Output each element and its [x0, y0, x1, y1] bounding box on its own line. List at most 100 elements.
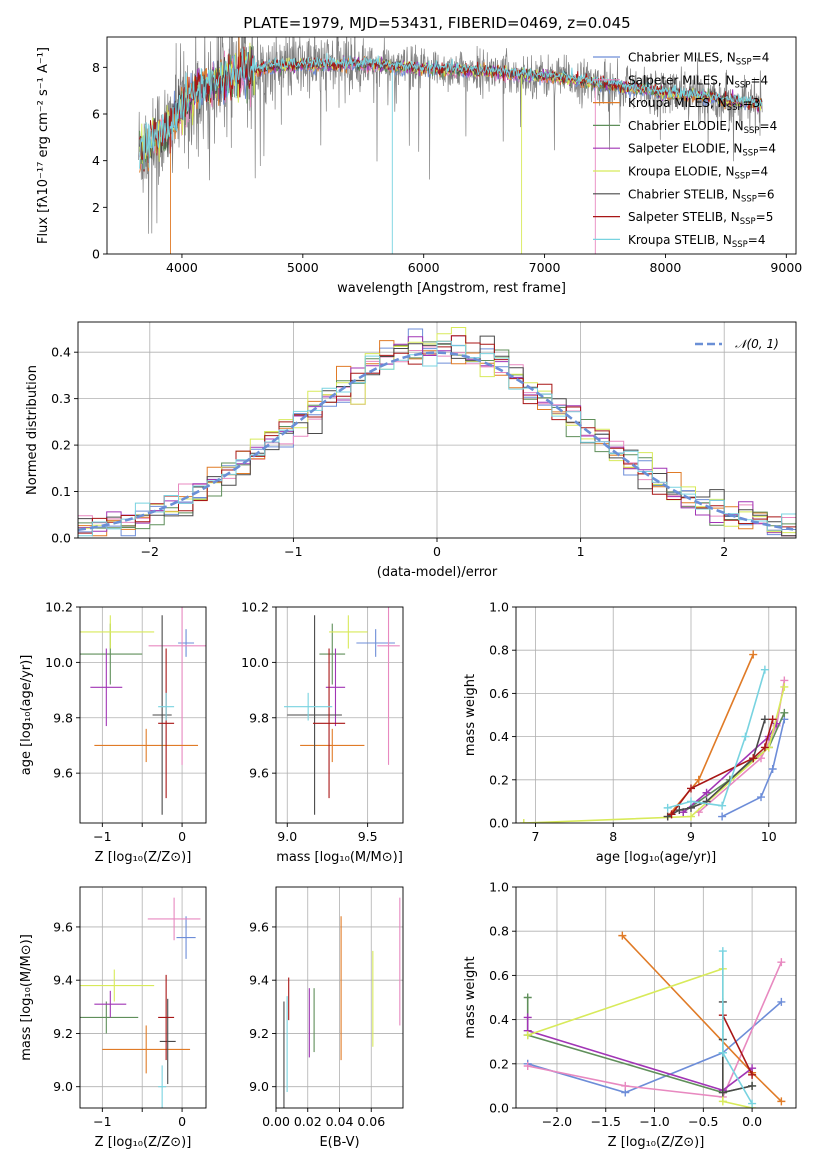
y-tick-label: 4: [92, 153, 100, 168]
age-vs-mass-panel: 9.0 9.5 9.6 9.8 10.0 10.2 mass [log₁₀(M/M⊙)]: [241, 600, 404, 865]
x-tick-label: 8: [609, 829, 617, 844]
y-tick-label: 0.4: [489, 729, 509, 744]
series-marker: [749, 754, 758, 763]
data-point-kroupa_miles: [102, 1025, 191, 1074]
legend-entry: Chabrier ELODIE, NSSP=4: [628, 119, 777, 136]
series-marker: [694, 775, 703, 784]
series-chabrier_miles: [718, 715, 789, 821]
x-tick-label: 10: [761, 829, 777, 844]
y-tick-label: 9.6: [249, 766, 269, 781]
series-marker: [748, 1099, 757, 1108]
series-marker: [718, 801, 727, 810]
series-marker: [718, 1088, 727, 1097]
axes-frame: [515, 886, 797, 1109]
series-marker: [741, 732, 750, 741]
data-point-kroupa_miles: [300, 728, 365, 763]
histogram-kroupa_stelib: [78, 340, 796, 538]
series-marker: [618, 931, 627, 940]
series-chabrier_stelib: [718, 997, 757, 1097]
y-tick-label: 8: [92, 60, 100, 75]
x-tick-label: 0: [433, 544, 441, 559]
series-marker: [760, 665, 769, 674]
legend-entry: Kroupa ELODIE, NSSP=4: [628, 165, 768, 182]
data-point-chabrier_elodie: [319, 623, 346, 685]
x-axis-label: E(B-V): [319, 1135, 359, 1150]
y-tick-label: 0.4: [489, 1012, 509, 1027]
y-tick-label: 0.8: [489, 924, 509, 939]
data-point-chabrier_miles: [356, 629, 395, 657]
series-marker: [760, 743, 769, 752]
data-point-salpeter_miles: [148, 607, 206, 765]
x-tick-label: 1: [577, 544, 585, 559]
data-point-salpeter_miles: [147, 897, 201, 941]
y-tick-label: 1.0: [489, 880, 509, 895]
x-tick-label: 7000: [529, 260, 561, 275]
y-tick-label: 0.2: [51, 438, 71, 453]
x-tick-label: 9000: [770, 260, 802, 275]
y-tick-label: 9.0: [249, 1079, 269, 1094]
y-axis-label: Normed distribution: [25, 365, 40, 495]
x-axis-label: mass [log₁₀(M/M⊙)]: [276, 850, 403, 865]
x-tick-label: −0.5: [688, 1114, 718, 1129]
mass-weight-vs-age-plot-area: [519, 650, 789, 823]
data-point-kroupa_miles: [94, 728, 199, 763]
series-salpeter_stelib: [667, 715, 777, 819]
legend-entry: Salpeter MILES, NSSP=4: [628, 73, 768, 90]
series-marker: [780, 682, 789, 691]
spectrum-legend: Chabrier MILES, NSSP=4 Salpeter MILES, NS…: [593, 51, 777, 250]
series-marker: [687, 784, 695, 793]
data-point-salpeter_stelib: [158, 648, 175, 799]
legend-entry: Kroupa MILES, NSSP=3: [628, 96, 760, 113]
y-tick-label: 9.6: [249, 919, 269, 934]
y-tick-label: 0.0: [489, 1101, 509, 1116]
series-line: [526, 997, 753, 1094]
series-line: [527, 961, 783, 1098]
data-point-chabrier_elodie: [80, 1001, 139, 1034]
x-tick-label: 6000: [408, 260, 440, 275]
x-tick-label: 8000: [650, 260, 682, 275]
axes-frame: [275, 606, 404, 824]
legend-entry: Salpeter STELIB, NSSP=5: [628, 210, 773, 227]
y-tick-label: 10.2: [45, 600, 73, 615]
x-axis-label: age [log₁₀(age/yr)]: [596, 850, 717, 865]
y-tick-label: 9.4: [249, 973, 269, 988]
y-tick-label: 9.2: [53, 1026, 73, 1041]
y-tick-label: 0: [92, 247, 100, 262]
legend-entry: 𝒩(0, 1): [735, 337, 779, 351]
series-marker: [768, 715, 777, 724]
series-marker: [757, 754, 765, 763]
y-tick-label: 9.0: [53, 1079, 73, 1094]
x-tick-label: 2: [720, 544, 728, 559]
legend-entry: Chabrier MILES, NSSP=4: [628, 51, 769, 68]
series-marker: [718, 947, 727, 956]
y-tick-label: 6: [92, 107, 100, 122]
x-tick-label: −1: [93, 829, 111, 844]
axes-frame: [79, 606, 207, 824]
series-chabrier_elodie: [523, 993, 757, 1097]
x-tick-label: 9: [687, 829, 695, 844]
series-marker: [663, 803, 672, 812]
x-tick-label: 0: [178, 1114, 186, 1129]
series-marker: [667, 810, 676, 819]
y-tick-label: 0.8: [489, 643, 509, 658]
series-marker: [523, 1013, 532, 1022]
axes-frame: [79, 886, 207, 1109]
series-chabrier_elodie: [679, 708, 789, 817]
y-tick-label: 9.6: [53, 919, 73, 934]
series-marker: [772, 719, 781, 728]
y-axis-label: mass weight: [463, 674, 478, 756]
y-tick-label: 0.2: [489, 1056, 509, 1071]
age-vs-Z-panel: −1 0 9.6 9.8 10.0 10.2 Z [log₁₀(Z/Z⊙)] age [log…: [19, 600, 207, 865]
y-tick-label: 0.1: [51, 484, 71, 499]
legend-entry: Chabrier STELIB, NSSP=6: [628, 187, 775, 204]
series-marker: [519, 819, 528, 823]
residuals-panel: −2 −1 0 1 2 0.0 0.1 0.2 0.3 0.4 (data-model)/error…: [25, 321, 797, 580]
x-tick-label: 0.06: [357, 1114, 385, 1129]
series-marker: [768, 765, 777, 773]
x-axis-label: Z [log₁₀(Z/Z⊙)]: [95, 850, 192, 865]
data-point-kroupa_elodie: [80, 615, 155, 649]
spectrum-panel: 4000 5000 6000 7000 8000 9000 0 2 4 6 8 wavelength …: [36, 36, 802, 296]
series-marker: [777, 1097, 786, 1106]
y-axis-label: age [log₁₀(age/yr)]: [19, 655, 34, 776]
series-marker: [687, 797, 695, 806]
